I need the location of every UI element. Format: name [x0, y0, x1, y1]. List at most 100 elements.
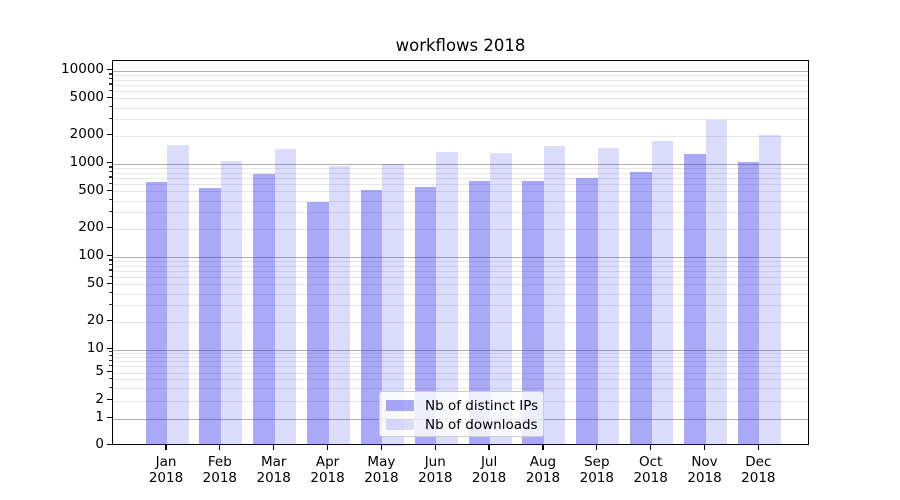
gridline-minor — [113, 74, 808, 76]
y-minor-tick-mark — [109, 269, 112, 271]
gridline-minor — [113, 379, 808, 381]
y-tick-label: 20 — [86, 312, 104, 328]
y-minor-tick-mark — [109, 199, 112, 201]
x-tick-mark — [488, 444, 490, 450]
bar-dec-distinct-ips — [737, 161, 760, 446]
y-tick-label: 50 — [86, 274, 104, 291]
bar-feb-downloads — [220, 161, 243, 446]
x-tick-mark — [650, 444, 652, 450]
x-tick-year: 2018 — [471, 470, 507, 486]
bar-may-downloads — [382, 163, 404, 446]
y-tick-mark — [106, 443, 112, 446]
y-tick-label: 5 — [95, 363, 104, 379]
y-tick-label: 200 — [78, 219, 104, 235]
gridline-minor — [113, 84, 808, 86]
y-minor-tick-mark — [109, 78, 112, 80]
y-tick-label: 1000 — [69, 154, 104, 170]
y-tick-mark — [106, 370, 112, 373]
y-tick-label: 500 — [78, 181, 104, 198]
bar-may-distinct-ips — [360, 189, 383, 446]
gridline-minor — [113, 388, 808, 390]
y-tick-mark — [106, 282, 112, 285]
legend-swatch-downloads — [386, 419, 414, 430]
bar-nov-distinct-ips — [684, 153, 706, 446]
gridline-major — [113, 163, 808, 165]
y-minor-tick-mark — [109, 171, 112, 173]
plot-area — [112, 60, 809, 446]
y-minor-tick-mark — [109, 73, 112, 75]
x-tick-year: 2018 — [256, 470, 291, 486]
x-tick-year: 2018 — [310, 470, 345, 486]
y-tick-mark — [106, 319, 112, 322]
y-minor-tick-mark — [109, 386, 112, 388]
legend-item-downloads: Nb of downloads — [386, 415, 543, 434]
y-tick-label: 0 — [95, 436, 104, 452]
x-tick-month: Mar — [260, 454, 287, 470]
gridline-minor — [113, 372, 808, 374]
chart-title: workflows 2018 — [395, 36, 526, 55]
x-tick-label-may: May 2018 — [349, 454, 413, 486]
gridline-minor — [113, 366, 808, 368]
legend-label-distinct-ips: Nb of distinct IPs — [425, 397, 539, 414]
y-tick-mark — [106, 133, 112, 136]
x-tick-month: Jun — [424, 454, 446, 470]
x-tick-label-sep: Sep 2018 — [565, 454, 629, 486]
gridline-minor — [113, 284, 808, 286]
gridline-minor — [113, 270, 808, 272]
x-tick-mark — [596, 444, 598, 450]
y-tick-mark — [106, 96, 112, 99]
y-minor-tick-mark — [109, 364, 112, 367]
bar-aug-distinct-ips — [522, 181, 544, 446]
bar-jul-distinct-ips — [468, 181, 491, 446]
y-minor-tick-mark — [109, 210, 112, 212]
gridline-minor — [113, 277, 808, 279]
bar-sep-distinct-ips — [576, 177, 598, 446]
y-tick-mark — [106, 416, 112, 419]
gridline-minor — [113, 98, 808, 100]
gridline-major — [113, 70, 808, 72]
gridline-minor — [113, 321, 808, 323]
y-minor-tick-mark — [109, 264, 112, 266]
y-tick-mark — [106, 254, 112, 257]
bar-jun-downloads — [436, 151, 458, 446]
x-tick-mark — [219, 444, 221, 450]
gridline-major — [113, 256, 808, 258]
gridline-minor — [113, 361, 808, 363]
gridline-minor — [113, 79, 808, 81]
x-tick-year: 2018 — [687, 470, 722, 486]
gridline-minor — [113, 228, 808, 230]
gridline-minor — [113, 356, 808, 358]
bar-aug-downloads — [543, 146, 566, 446]
y-tick-label: 10000 — [61, 61, 104, 77]
gridline-minor — [113, 191, 808, 193]
gridline-minor — [113, 167, 808, 169]
x-tick-label-feb: Feb 2018 — [188, 454, 252, 486]
x-tick-month: May — [367, 454, 396, 470]
y-minor-tick-mark — [109, 176, 112, 178]
x-tick-month: Apr — [315, 454, 340, 470]
x-tick-month: Nov — [691, 454, 718, 470]
gridline-minor — [113, 200, 808, 202]
x-tick-year: 2018 — [633, 470, 668, 486]
y-tick-label: 10 — [86, 340, 104, 356]
gridline-minor — [113, 352, 808, 354]
y-tick-label: 2 — [95, 391, 104, 407]
x-tick-label-mar: Mar 2018 — [242, 454, 306, 486]
y-minor-tick-mark — [109, 292, 112, 294]
legend: Nb of distinct IPs Nb of downloads — [379, 391, 544, 437]
legend-label-downloads: Nb of downloads — [425, 416, 538, 433]
gridline-minor — [113, 305, 808, 307]
x-tick-month: Sep — [584, 454, 610, 470]
y-tick-label: 5000 — [69, 88, 104, 105]
x-tick-year: 2018 — [418, 470, 453, 486]
x-tick-mark — [380, 444, 383, 450]
gridline-minor — [113, 184, 808, 186]
bar-mar-downloads — [274, 149, 297, 446]
y-minor-tick-mark — [109, 275, 112, 277]
gridline-minor — [113, 177, 808, 179]
x-tick-year: 2018 — [202, 470, 238, 486]
bar-oct-downloads — [651, 140, 674, 446]
x-tick-month: Aug — [529, 454, 557, 470]
bar-oct-distinct-ips — [630, 171, 652, 446]
y-minor-tick-mark — [109, 303, 112, 305]
